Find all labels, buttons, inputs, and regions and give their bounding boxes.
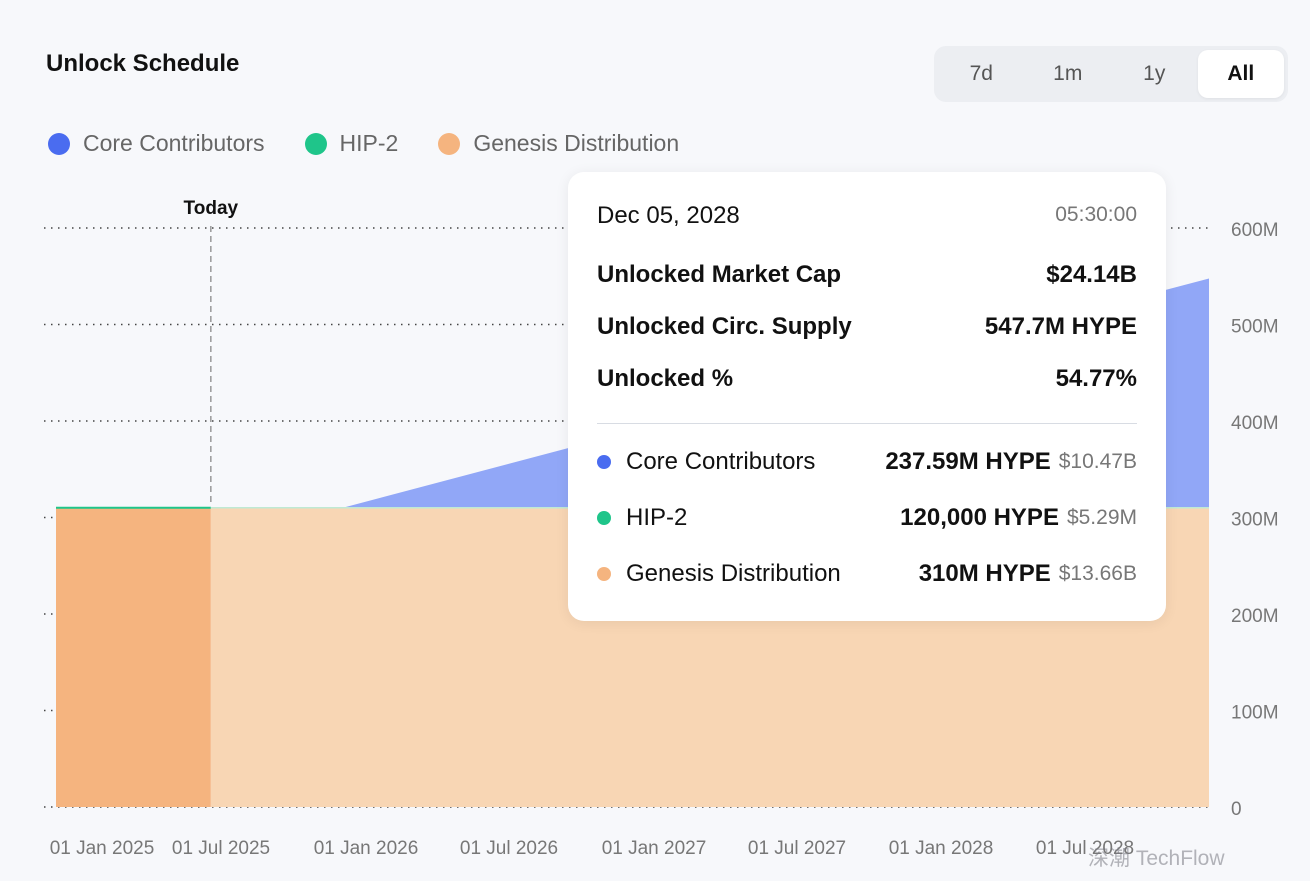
x-tick-label: 01 Jul 2028 xyxy=(1036,838,1134,859)
tooltip-market-cap-row: Unlocked Market Cap $24.14B xyxy=(597,261,1137,289)
tooltip-time: 05:30:00 xyxy=(1055,203,1137,226)
range-all-button[interactable]: All xyxy=(1197,50,1284,98)
legend-dot-genesis xyxy=(438,132,461,155)
x-tick-label: 01 Jul 2027 xyxy=(748,838,846,859)
x-tick-label: 01 Jan 2025 xyxy=(50,838,155,859)
tooltip-row-label: Unlocked Market Cap xyxy=(597,261,842,288)
chart-tooltip: Dec 05, 2028 05:30:00 Unlocked Market Ca… xyxy=(568,172,1166,621)
tooltip-row-label: Unlocked Circ. Supply xyxy=(597,313,852,340)
legend-label: HIP-2 xyxy=(339,130,399,156)
x-tick-label: 01 Jul 2025 xyxy=(172,838,270,859)
legend-item-core-contributors[interactable]: Core Contributors xyxy=(48,130,265,157)
x-tick-label: 01 Jan 2026 xyxy=(314,838,419,859)
area-genesis-past xyxy=(56,507,211,807)
legend-label: Genesis Distribution xyxy=(473,130,680,156)
x-tick-label: 01 Jan 2027 xyxy=(602,838,707,859)
tooltip-unlocked-pct-row: Unlocked % 54.77% xyxy=(597,365,1137,393)
range-1m-button[interactable]: 1m xyxy=(1053,62,1083,85)
tooltip-series-genesis: Genesis Distribution 310M HYPE $13.66B xyxy=(597,560,1137,588)
range-7d-button[interactable]: 7d xyxy=(969,62,993,85)
series-name: HIP-2 xyxy=(626,504,688,531)
y-tick-label: 100M xyxy=(1231,703,1279,724)
watermark: 深潮 TechFlow xyxy=(1088,847,1225,870)
page-title: Unlock Schedule xyxy=(46,50,240,77)
series-value: $13.66B xyxy=(1058,562,1137,585)
range-1y-button[interactable]: 1y xyxy=(1143,62,1166,85)
tooltip-row-label: Unlocked % xyxy=(597,365,734,392)
series-name: Genesis Distribution xyxy=(626,560,841,587)
x-tick-label: 01 Jul 2026 xyxy=(460,838,558,859)
tooltip-row-value: 547.7M HYPE xyxy=(984,313,1137,340)
tooltip-divider xyxy=(597,423,1137,424)
legend-dot-hip2 xyxy=(304,132,327,155)
legend-item-hip2[interactable]: HIP-2 xyxy=(304,130,399,157)
series-dot-icon xyxy=(597,455,611,469)
series-dot-icon xyxy=(597,511,611,525)
series-value: $5.29M xyxy=(1066,506,1137,529)
tooltip-date: Dec 05, 2028 xyxy=(597,202,740,229)
tooltip-circ-supply-row: Unlocked Circ. Supply 547.7M HYPE xyxy=(597,313,1137,341)
tooltip-row-value: 54.77% xyxy=(1055,365,1137,392)
series-amount: 120,000 HYPE xyxy=(900,504,1059,531)
legend-item-genesis[interactable]: Genesis Distribution xyxy=(438,130,679,157)
x-tick-label: 01 Jan 2028 xyxy=(889,838,994,859)
series-value: $10.47B xyxy=(1058,450,1137,473)
today-marker-label: Today xyxy=(184,198,239,219)
tooltip-series-core: Core Contributors 237.59M HYPE $10.47B xyxy=(597,448,1137,476)
series-amount: 310M HYPE xyxy=(918,560,1051,587)
series-dot-icon xyxy=(597,567,611,581)
legend-dot-core xyxy=(48,132,70,155)
y-tick-label: 200M xyxy=(1231,606,1279,627)
y-tick-label: 600M xyxy=(1231,220,1279,241)
y-tick-label: 300M xyxy=(1231,510,1279,531)
time-range-selector: 7d 1m 1y All xyxy=(934,46,1288,102)
y-tick-label: 400M xyxy=(1231,413,1279,434)
series-name: Core Contributors xyxy=(626,448,816,475)
series-amount: 237.59M HYPE xyxy=(885,448,1051,475)
chart-legend: Core Contributors HIP-2 Genesis Distribu… xyxy=(48,130,719,157)
legend-label: Core Contributors xyxy=(83,130,265,156)
tooltip-row-value: $24.14B xyxy=(1046,261,1137,288)
y-tick-label: 500M xyxy=(1231,317,1279,338)
tooltip-series-hip2: HIP-2 120,000 HYPE $5.29M xyxy=(597,504,1137,532)
y-tick-label: 0 xyxy=(1231,799,1242,820)
